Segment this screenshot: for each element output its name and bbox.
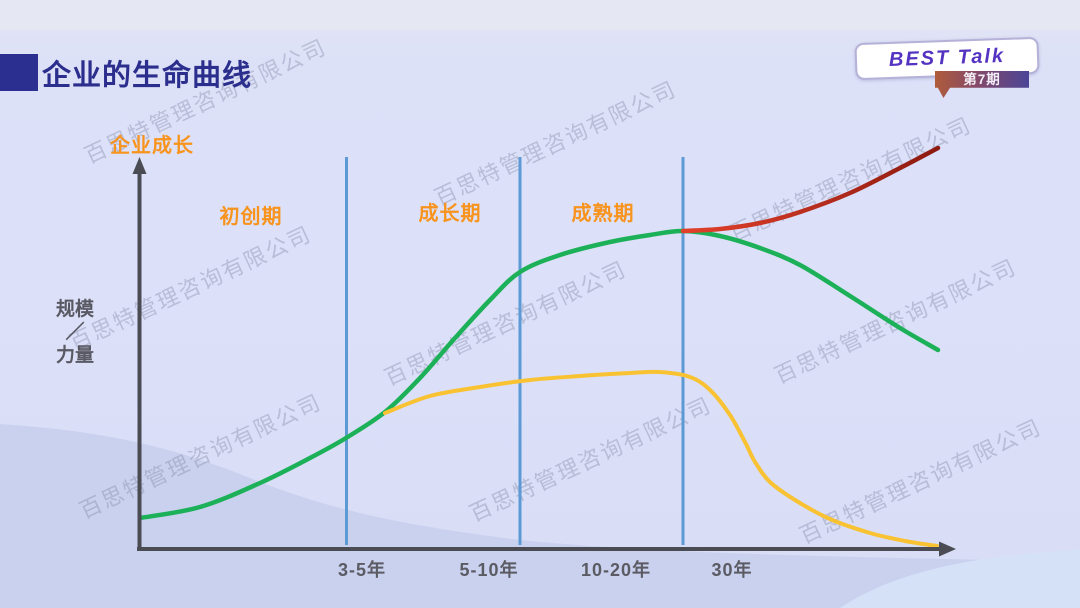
x-axis-arrowhead: [939, 541, 956, 557]
phase-label-maturity: 成熟期: [571, 203, 635, 225]
phase-label-startup: 初创期: [219, 206, 283, 228]
curve-continued-growth-after-maturity: [680, 145, 941, 234]
title-accent-bar: [0, 54, 38, 91]
y-axis-label-line: 规模: [55, 299, 95, 320]
y-axis-label: 规模 ／ 力量: [56, 298, 94, 367]
page-title: 企业的生命曲线: [42, 60, 253, 92]
y-axis-top-label: 企业成长: [110, 135, 194, 157]
x-tick-10-20y: 10-20年: [580, 560, 652, 580]
phase-divider-lines: [345, 157, 685, 545]
axes: [132, 157, 956, 557]
logo-text: BEST Talk: [888, 44, 1006, 72]
y-axis-label-line: ／: [65, 322, 85, 343]
x-tick-3-5y: 3-5年: [337, 560, 387, 580]
y-axis-label-line: 力量: [55, 345, 95, 366]
episode-badge-label: 第7期: [963, 72, 1001, 87]
curve-enterprise-growth-then-decline: [137, 228, 941, 521]
y-axis-arrowhead: [132, 157, 147, 174]
top-band: [0, 0, 1080, 30]
phase-label-growth: 成长期: [418, 203, 482, 225]
x-tick-30y: 30年: [711, 560, 753, 580]
x-tick-5-10y: 5-10年: [459, 560, 519, 580]
curve-series: [137, 145, 941, 548]
curve-early-plateau-then-decline: [383, 369, 939, 548]
